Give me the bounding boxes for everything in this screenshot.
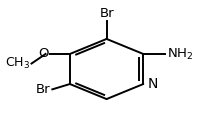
Text: Br: Br <box>99 7 114 20</box>
Text: O: O <box>38 47 49 60</box>
Text: CH$_3$: CH$_3$ <box>5 56 31 71</box>
Text: N: N <box>148 77 158 91</box>
Text: Br: Br <box>36 83 50 96</box>
Text: NH$_2$: NH$_2$ <box>167 46 193 62</box>
